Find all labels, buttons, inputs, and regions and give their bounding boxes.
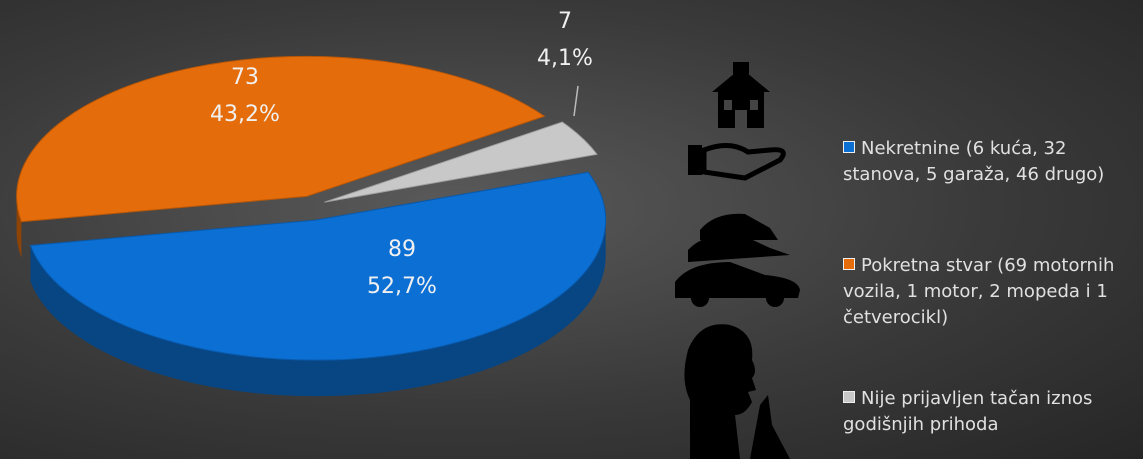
legend-swatch xyxy=(843,141,855,153)
leader-line xyxy=(573,85,579,117)
legend-label: Nekretnine (6 kuća, 32 stanova, 5 garaža… xyxy=(843,138,1105,185)
legend-item: Nekretnine (6 kuća, 32 stanova, 5 garaža… xyxy=(843,136,1143,188)
icons xyxy=(675,62,800,459)
legend-swatch xyxy=(843,391,855,403)
slice-side xyxy=(16,196,22,258)
legend-item: Nije prijavljen tačan iznos godišnjih pr… xyxy=(843,386,1143,438)
legend-label: Pokretna stvar (69 motornih vozila, 1 mo… xyxy=(843,255,1115,328)
house-icon xyxy=(688,62,786,181)
legend-label: Nije prijavljen tačan iznos godišnjih pr… xyxy=(843,388,1093,435)
percentage-label: 4,1% xyxy=(537,46,593,71)
legend-item: Pokretna stvar (69 motornih vozila, 1 mo… xyxy=(843,253,1143,331)
legend-swatch xyxy=(843,258,855,270)
data-label: 73 xyxy=(231,65,259,90)
person-icon xyxy=(684,324,790,459)
percentage-label: 52,7% xyxy=(367,274,437,299)
cars-icon xyxy=(675,213,800,307)
slice xyxy=(29,171,607,361)
data-label: 89 xyxy=(388,237,416,262)
pie xyxy=(16,55,607,397)
percentage-label: 43,2% xyxy=(210,102,280,127)
slice xyxy=(324,121,598,203)
slice xyxy=(16,55,546,223)
data-label: 7 xyxy=(558,9,572,34)
slice-side xyxy=(30,220,606,397)
